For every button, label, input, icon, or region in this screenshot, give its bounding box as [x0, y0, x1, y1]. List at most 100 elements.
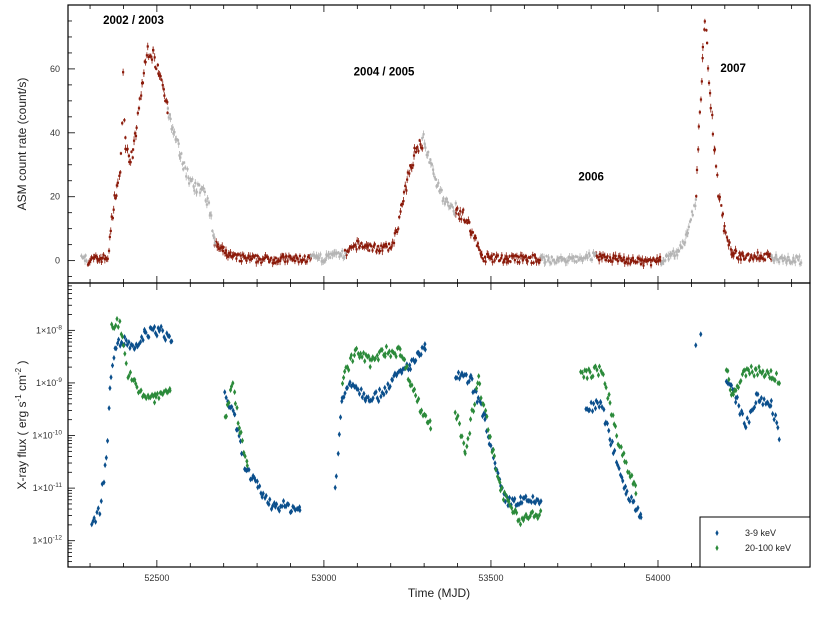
data-point	[120, 333, 125, 340]
y-tick-label: 1×10-10	[32, 430, 62, 441]
data-point	[755, 371, 760, 378]
data-point	[467, 219, 470, 222]
data-point	[510, 505, 514, 512]
data-point	[743, 258, 746, 261]
data-point	[608, 436, 612, 443]
data-point	[414, 357, 418, 364]
data-point	[600, 257, 604, 260]
data-point	[384, 242, 388, 246]
data-point	[722, 229, 726, 233]
data-point	[718, 195, 721, 199]
data-point	[533, 254, 536, 257]
data-point	[481, 257, 484, 260]
data-point	[348, 247, 351, 250]
data-point	[291, 258, 294, 262]
data-point	[253, 477, 258, 484]
data-point	[770, 254, 773, 257]
data-point	[774, 370, 779, 377]
data-point	[603, 380, 607, 387]
data-point	[414, 392, 418, 399]
data-point	[396, 230, 399, 234]
data-point	[463, 221, 467, 224]
data-point	[289, 508, 294, 515]
data-point	[619, 257, 622, 260]
data-point	[364, 245, 367, 248]
data-point	[695, 195, 698, 198]
data-point	[240, 450, 244, 457]
data-point	[731, 386, 735, 393]
data-point	[237, 425, 242, 432]
data-point	[90, 256, 93, 259]
data-point	[135, 126, 138, 129]
data-point	[634, 261, 637, 264]
data-point	[286, 501, 291, 508]
tick-exponent: -9	[56, 377, 62, 384]
data-point	[777, 436, 781, 443]
data-point	[605, 420, 609, 427]
data-point	[105, 258, 108, 261]
data-point	[510, 496, 514, 503]
data-point	[383, 350, 387, 357]
data-point	[774, 253, 778, 257]
data-point	[298, 507, 302, 514]
data-point	[388, 383, 392, 390]
data-point	[423, 341, 427, 348]
data-point	[582, 257, 585, 260]
data-point	[229, 251, 232, 254]
data-point	[426, 419, 431, 426]
data-point	[701, 45, 704, 49]
data-point	[786, 256, 790, 259]
data-point	[765, 252, 768, 255]
data-point	[387, 249, 390, 252]
data-point	[636, 256, 639, 260]
data-point	[441, 199, 444, 203]
data-point	[628, 498, 632, 505]
data-point	[280, 503, 284, 510]
data-point	[167, 333, 172, 340]
data-point	[576, 255, 579, 259]
data-point	[542, 256, 546, 259]
data-point	[102, 253, 105, 256]
data-point	[367, 244, 370, 247]
data-point	[491, 446, 495, 453]
data-point	[697, 125, 700, 128]
data-point	[157, 395, 161, 402]
data-point	[522, 514, 526, 521]
data-point	[344, 252, 347, 255]
data-point	[384, 388, 389, 395]
data-point	[649, 264, 653, 267]
data-point	[450, 203, 453, 207]
data-point	[413, 146, 416, 150]
data-point	[565, 260, 568, 263]
data-point	[644, 258, 647, 261]
data-point	[119, 152, 123, 155]
data-point	[759, 257, 762, 260]
data-point	[319, 253, 322, 256]
data-point	[766, 370, 771, 377]
data-point	[706, 67, 710, 70]
data-point	[554, 261, 558, 264]
data-point	[438, 190, 441, 193]
data-point	[168, 113, 171, 116]
data-point	[754, 366, 758, 373]
data-point	[609, 441, 613, 448]
data-point	[739, 254, 742, 257]
flux-panel: 52500 53000 53500 540001×10-81×10-91×10-101…	[32, 282, 811, 583]
data-point	[630, 259, 633, 262]
data-point	[233, 400, 237, 407]
data-point	[375, 352, 379, 359]
data-point	[221, 249, 225, 253]
data-point	[145, 54, 148, 57]
data-point	[498, 479, 502, 486]
data-point	[107, 249, 111, 252]
data-point	[740, 410, 745, 417]
data-point	[302, 258, 305, 261]
data-point	[754, 399, 758, 406]
data-point	[119, 171, 122, 174]
data-point	[382, 243, 385, 246]
data-point	[569, 257, 572, 260]
data-point	[729, 382, 734, 389]
legend-box	[699, 516, 811, 568]
data-point	[763, 253, 766, 256]
data-point	[442, 197, 445, 200]
